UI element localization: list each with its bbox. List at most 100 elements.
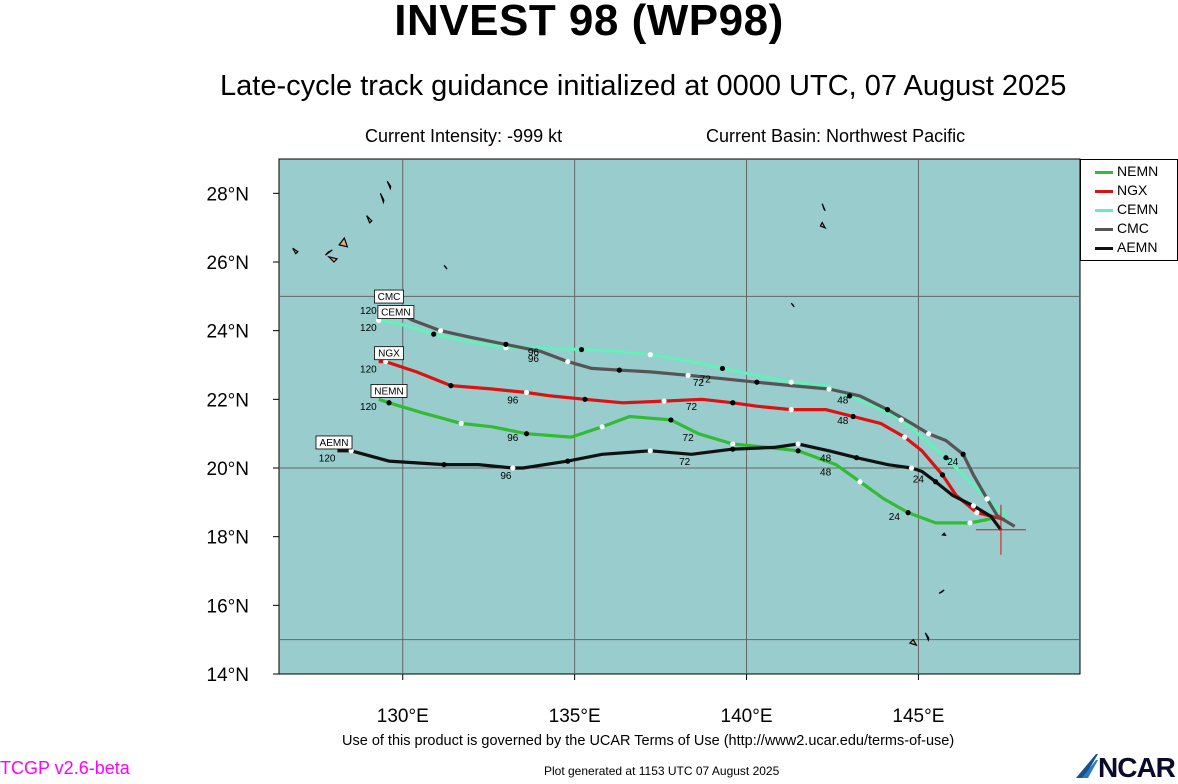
ocean-background [278,158,1081,675]
track-point-cemn [943,455,949,461]
island [819,221,827,230]
endpoint-tag-label: NGX [378,349,400,360]
version-label: TCGP v2.6-beta [0,758,130,778]
legend-item-cmc: CMC [1081,220,1177,238]
legend-label: NEMN [1117,163,1159,179]
island [924,632,930,642]
y-tick-label: 14°N [207,665,249,686]
y-tick-label: 16°N [207,596,249,617]
y-tick-label: 18°N [207,528,249,549]
island [938,589,945,594]
endpoint-tag-box [370,384,408,398]
forecast-hour-label: 120 [360,364,377,375]
forecast-hour-label: 72 [683,433,695,444]
y-tick-label: 28°N [207,184,249,205]
x-tick-label: 135°E [549,706,601,727]
island [908,638,918,647]
current-basin: Current Basin: Northwest Pacific [706,126,966,146]
track-line-cemn [378,318,1009,518]
forecast-hour-label: 72 [700,375,712,386]
track-point-cemn [898,417,904,423]
track-markers: 24 48 72 96 120 48 72 96 120 48 72 96 120 24 72 96 120 24… [319,306,1026,555]
track-point-cmc [685,372,691,378]
grid-lines [279,159,1080,674]
forecast-hour-label: 120 [360,306,377,317]
track-point-cemn [788,379,794,385]
island [324,249,333,256]
track-point-ngx [850,413,856,420]
forecast-hour-label: 48 [837,416,849,427]
ncar-logo-text: NCAR [1098,752,1176,783]
track-point-cmc [616,367,622,373]
y-tick-label: 22°N [207,390,249,411]
endpoint-tags: CMC CEMN NGX NEMN AEMN [315,289,415,450]
track-point-nemn [458,420,464,426]
track-line-aemn [337,442,1003,531]
track-point-nemn [905,510,911,516]
forecast-hour-label: 120 [360,402,377,413]
island [292,247,299,255]
island [366,215,373,224]
track-line-cmc [378,305,1016,528]
island [790,302,795,308]
track-point-ngx [730,400,736,406]
forecast-hour-label: 96 [500,471,512,482]
track-point-aemn [853,455,860,461]
legend-item-nemn: NEMN [1081,163,1177,181]
forecast-hour-label: 96 [507,395,519,406]
endpoint-tag-box [374,346,404,361]
endpoint-tag-label: CEMN [381,308,410,319]
track-point-cmc [754,379,760,385]
legend: NEMN NGX CEMN CMC AEMN [1080,159,1178,261]
island [821,203,826,212]
generated-timestamp: Plot generated at 1153 UTC 07 August 202… [544,764,780,778]
track-point-aemn [795,441,801,447]
track-point-ngx [582,396,588,402]
track-point-cmc [926,431,932,437]
track-point-nemn [795,448,801,454]
track-point-ngx [902,434,908,440]
x-tick-label: 145°E [892,706,944,727]
legend-swatch [1095,171,1113,174]
track-point-cmc [884,407,891,413]
island [443,265,448,270]
page-subtitle: Late-cycle track guidance initialized at… [220,70,1067,102]
endpoint-tag-box [315,435,353,450]
legend-swatch [1095,190,1113,193]
track-point-cmc [826,386,832,392]
ncar-logo-icon [1076,754,1098,778]
track-point-cemn [847,393,853,399]
track-line-ngx [378,360,1005,522]
y-tick-label: 24°N [207,322,249,343]
forecast-hour-label: 120 [319,454,336,465]
island [379,193,385,205]
forecast-hour-label: 48 [820,467,832,478]
track-point-aemn [441,461,447,468]
track-point-aemn [510,465,516,471]
legend-item-ngx: NGX [1081,182,1177,200]
track-point-nemn [599,424,605,430]
track-point-aemn [730,446,736,452]
x-tick-label: 140°E [721,706,773,727]
track-point-ngx [382,358,389,365]
endpoint-tag-label: CMC [378,292,401,303]
legend-label: NGX [1117,182,1148,198]
track-point-cemn [376,317,382,323]
x-tick-label: 130°E [377,706,429,727]
legend-item-aemn: AEMN [1081,239,1177,257]
track-point-cemn [719,365,726,372]
track-point-nemn [857,479,863,485]
forecast-hour-label: 24 [889,512,901,523]
track-point-cemn [578,346,585,353]
forecast-hour-label: 24 [913,474,925,485]
forecast-hour-label: 96 [528,347,540,358]
track-point-cemn [431,331,437,337]
legend-swatch [1095,209,1113,212]
track-point-cmc [565,358,571,365]
island [941,532,947,536]
island [326,255,339,263]
track-point-aemn [933,479,939,485]
track-point-aemn [348,448,354,454]
track-lines [337,305,1016,531]
track-point-ngx [974,510,980,516]
